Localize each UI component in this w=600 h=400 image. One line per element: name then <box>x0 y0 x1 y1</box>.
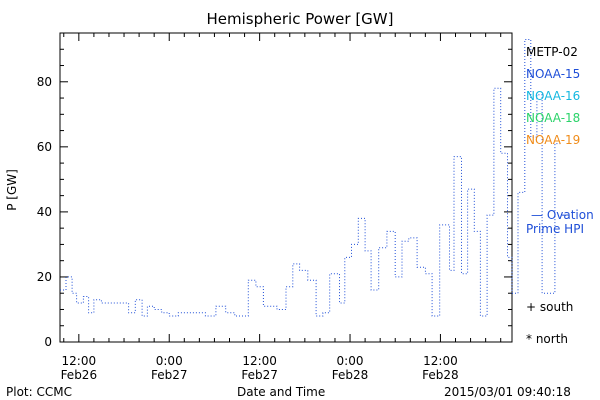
y-tick-label: 60 <box>37 140 52 154</box>
chart-title: Hemispheric Power [GW] <box>206 10 394 28</box>
x-tick-time-label: 12:00 <box>423 354 458 368</box>
x-tick-time-label: 0:00 <box>156 354 183 368</box>
x-tick-time-label: 12:00 <box>62 354 97 368</box>
x-tick-date-label: Feb28 <box>422 368 459 382</box>
legend-metp02: METP-02 <box>526 45 578 59</box>
axes: 02040608012:00Feb260:00Feb2712:00Feb270:… <box>37 32 513 382</box>
legend-noaa19: NOAA-19 <box>526 133 581 147</box>
x-tick-time-label: 0:00 <box>337 354 364 368</box>
legend-noaa15: NOAA-15 <box>526 67 581 81</box>
footer-timestamp: 2015/03/01 09:40:18 <box>444 385 571 399</box>
legend-ovation-line1: — Ovation <box>531 208 594 222</box>
x-tick-time-label: 12:00 <box>242 354 277 368</box>
y-axis-label: P [GW] <box>5 169 19 211</box>
x-tick-date-label: Feb28 <box>332 368 369 382</box>
x-tick-date-label: Feb26 <box>61 368 98 382</box>
legend-noaa16: NOAA-16 <box>526 89 581 103</box>
x-tick-date-label: Feb27 <box>241 368 278 382</box>
series-group <box>60 39 570 317</box>
y-tick-label: 80 <box>37 75 52 89</box>
legend-ovation-line2: Prime HPI <box>526 222 584 236</box>
y-tick-label: 0 <box>44 335 52 349</box>
series-noaa15-line-0 <box>60 87 513 317</box>
x-tick-date-label: Feb27 <box>151 368 188 382</box>
plot-frame <box>59 32 513 343</box>
x-axis-label: Date and Time <box>237 385 326 399</box>
legend-north: * north <box>526 332 569 346</box>
y-tick-label: 20 <box>37 270 52 284</box>
legend-south: + south <box>526 300 574 314</box>
legend-noaa18: NOAA-18 <box>526 111 581 125</box>
y-tick-label: 40 <box>37 205 52 219</box>
footer-plot-source: Plot: CCMC <box>6 385 72 399</box>
